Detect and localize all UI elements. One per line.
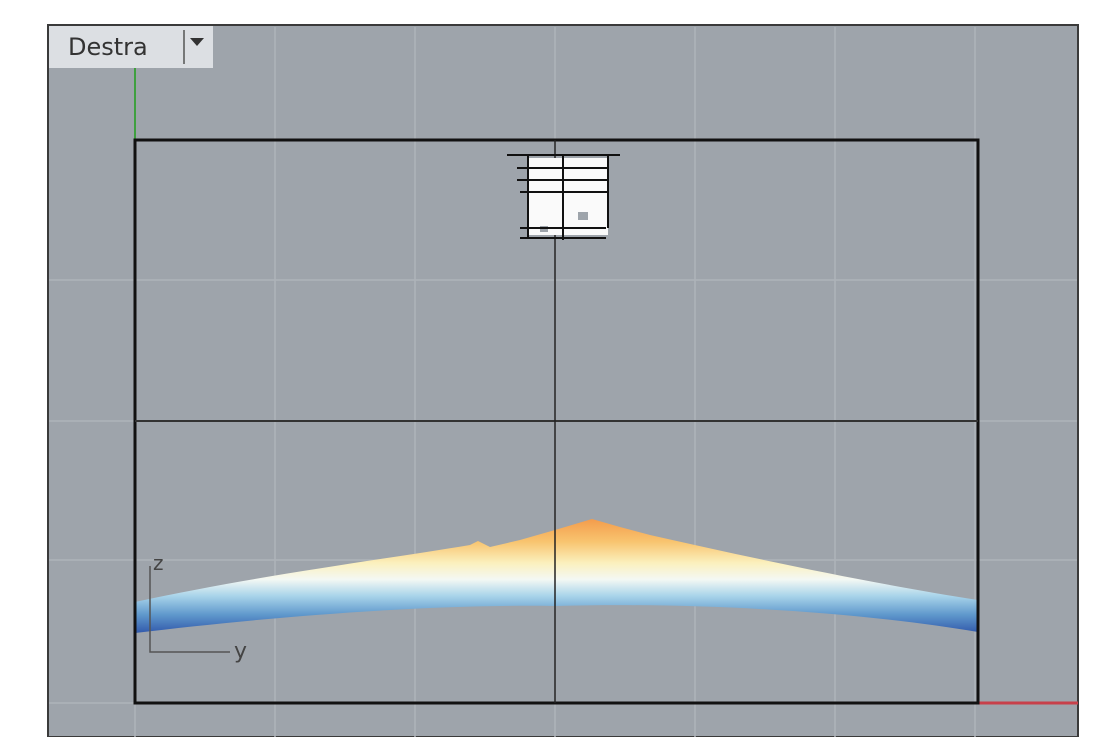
axis-label-z: z	[153, 551, 164, 575]
viewport: z y Destra	[0, 0, 1108, 737]
viewport-tab[interactable]: Destra	[49, 26, 213, 68]
page: z y Destra (() => { const data = JSON.pa…	[0, 0, 1108, 737]
viewport-title: Destra	[68, 33, 148, 61]
axis-label-y: y	[234, 639, 247, 664]
viewport-bg	[48, 25, 1078, 737]
